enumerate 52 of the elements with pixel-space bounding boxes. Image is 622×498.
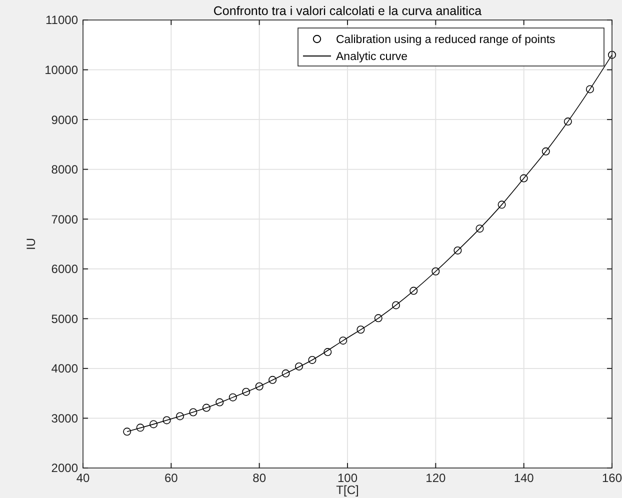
x-tick-label: 100 xyxy=(337,471,358,485)
point xyxy=(216,398,224,406)
y-tick-label: 5000 xyxy=(51,312,78,326)
point xyxy=(176,412,184,420)
x-axis-title: T[C] xyxy=(336,483,359,497)
y-tick-label: 9000 xyxy=(51,112,78,127)
y-tick-label: 6000 xyxy=(51,262,78,276)
point xyxy=(282,369,290,378)
x-tick-label: 120 xyxy=(426,471,446,485)
point xyxy=(136,424,144,432)
point xyxy=(202,404,210,412)
y-tick-label: 2000 xyxy=(51,461,78,476)
point xyxy=(356,326,365,334)
point xyxy=(392,301,400,310)
point xyxy=(228,393,237,402)
point xyxy=(150,420,158,428)
y-tick-label: 3000 xyxy=(51,411,78,426)
x-tick-label: 60 xyxy=(164,471,178,485)
point xyxy=(564,118,572,126)
point xyxy=(189,408,198,416)
point xyxy=(410,286,418,295)
point xyxy=(162,416,171,424)
point xyxy=(242,388,250,396)
point xyxy=(520,174,528,182)
x-tick-label: 160 xyxy=(602,471,622,485)
x-tick-label: 140 xyxy=(514,471,534,485)
legend-label: Analytic curve xyxy=(336,51,408,64)
y-tick-label: 8000 xyxy=(51,162,78,177)
y-tick-label: 4000 xyxy=(51,362,78,376)
point xyxy=(432,267,440,276)
point xyxy=(308,356,316,364)
x-tick-label: 40 xyxy=(76,471,90,485)
point xyxy=(324,348,332,356)
point xyxy=(295,362,304,370)
y-axis-title: IU xyxy=(24,238,38,250)
point xyxy=(586,85,594,94)
point xyxy=(123,428,132,436)
point xyxy=(454,246,462,254)
legend-label: Calibration using a reduced range of points xyxy=(336,34,556,46)
y-tick-label: 7000 xyxy=(51,212,78,226)
point xyxy=(608,50,616,59)
chart-title: Confronto tra i valori calcolati e la curva analitica xyxy=(213,4,482,18)
point xyxy=(268,376,277,384)
point xyxy=(255,382,264,390)
y-tick-label: 10000 xyxy=(44,62,78,77)
point xyxy=(476,224,484,233)
x-tick-label: 80 xyxy=(252,471,266,485)
point xyxy=(498,200,506,209)
y-tick-label: 11000 xyxy=(46,13,78,28)
point xyxy=(339,336,348,345)
point xyxy=(374,314,382,322)
point xyxy=(542,147,550,156)
